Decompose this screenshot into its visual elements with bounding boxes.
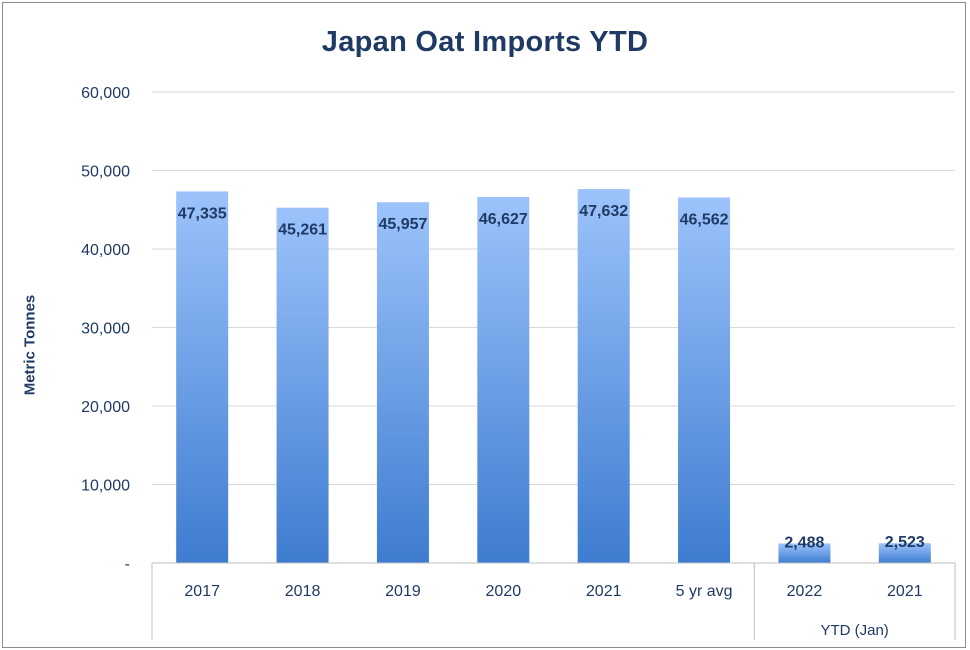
data-label: 45,957 (378, 216, 427, 233)
y-tick-label: 50,000 (81, 164, 130, 181)
y-tick-label: 30,000 (81, 321, 130, 338)
bar (477, 196, 530, 564)
bar (577, 189, 630, 563)
bar (678, 197, 731, 564)
data-label: 2,523 (885, 534, 925, 551)
x-tick-label: 5 yr avg (676, 583, 733, 600)
group-label: YTD (Jan) (820, 622, 888, 639)
data-label: 2,488 (784, 534, 824, 551)
y-tick-label: 60,000 (81, 85, 130, 102)
y-tick-label: - (125, 556, 130, 573)
y-tick-label: 10,000 (81, 478, 130, 495)
bar (376, 202, 429, 563)
y-tick-label: 20,000 (81, 399, 130, 416)
x-tick-label: 2019 (385, 583, 421, 600)
bar (276, 207, 329, 563)
x-tick-label: 2022 (787, 583, 823, 600)
y-tick-label: 40,000 (81, 242, 130, 259)
data-label: 47,335 (178, 205, 227, 222)
x-tick-label: 2017 (184, 583, 220, 600)
bar (878, 543, 931, 563)
x-tick-label: 2018 (285, 583, 321, 600)
data-label: 46,627 (479, 211, 528, 228)
bar (176, 191, 229, 564)
data-label: 46,562 (680, 211, 729, 228)
data-label: 45,261 (278, 222, 327, 239)
data-label: 47,632 (579, 203, 628, 220)
bar (778, 543, 831, 563)
chart-title: Japan Oat Imports YTD (321, 26, 649, 58)
x-tick-label: 2021 (887, 583, 923, 600)
x-tick-label: 2020 (486, 583, 522, 600)
x-tick-label: 2021 (586, 583, 622, 600)
